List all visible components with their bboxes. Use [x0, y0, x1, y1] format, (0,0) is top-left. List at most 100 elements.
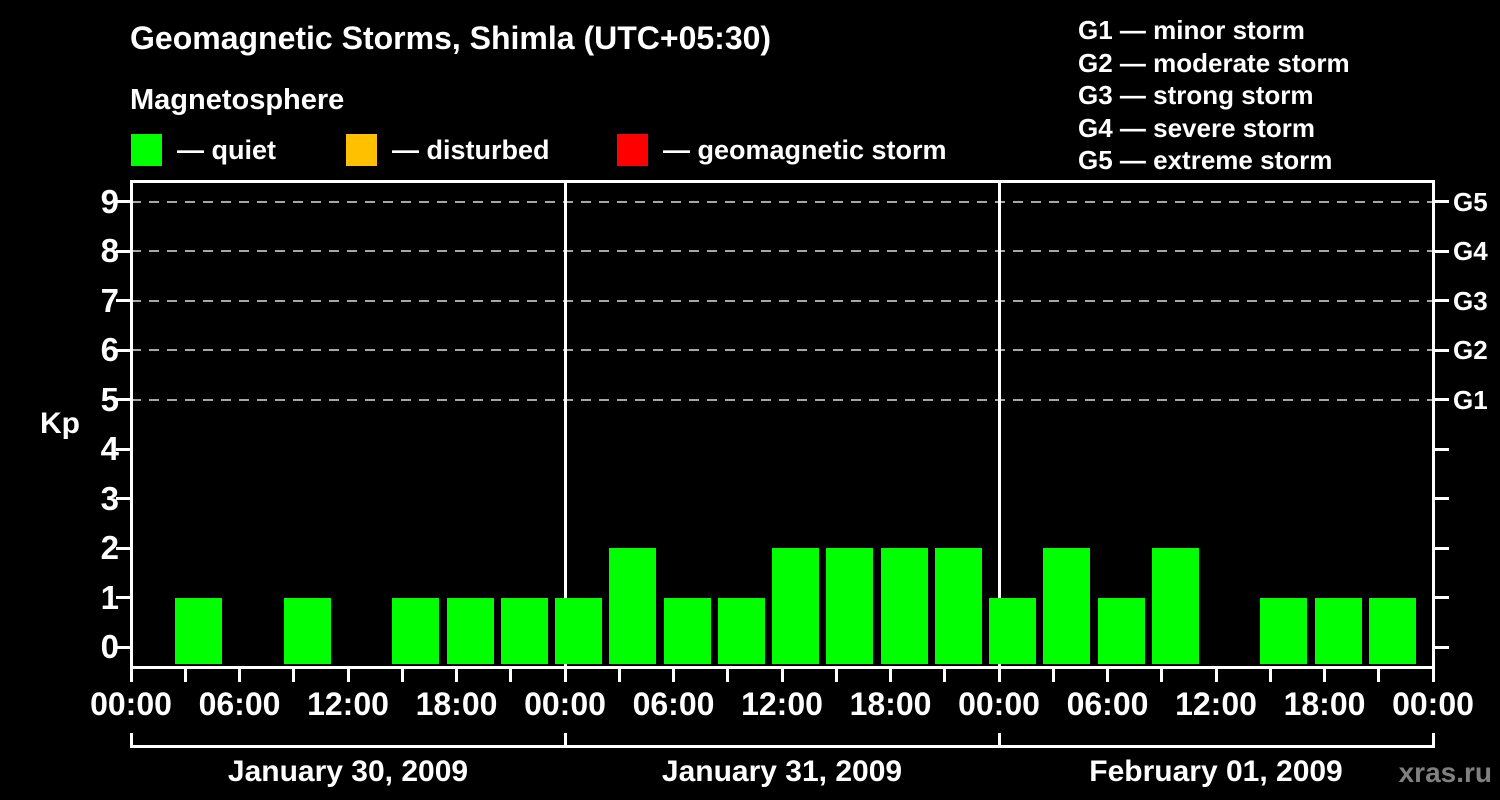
kp-bar — [663, 597, 711, 664]
y-tick-label: 5 — [100, 380, 119, 418]
kp-gridline — [131, 200, 1433, 203]
x-tick-label: 18:00 — [1283, 686, 1366, 722]
x-tick-label: 18:00 — [849, 686, 932, 722]
kp-bar — [1314, 597, 1362, 664]
x-axis-tick — [563, 668, 567, 682]
kp-bar — [1260, 597, 1308, 664]
kp-bar — [1097, 597, 1145, 664]
x-tick-label: 12:00 — [1175, 686, 1257, 722]
x-axis-tick — [238, 668, 241, 682]
kp-bar — [772, 548, 819, 664]
x-axis-tick — [129, 668, 133, 682]
y-tick-label: 2 — [100, 529, 119, 566]
date-bracket-tick — [1431, 733, 1435, 747]
legend-item-geomagnetic-storm: — geomagnetic storm — [617, 134, 947, 166]
x-tick-label: 06:00 — [1066, 686, 1149, 722]
y-axis-tick — [116, 497, 131, 500]
x-tick-label: 00:00 — [958, 686, 1040, 722]
g-scale-line: G3 — strong storm — [1078, 80, 1314, 110]
kp-bar — [717, 597, 765, 664]
x-tick-label: 00:00 — [524, 686, 606, 722]
x-axis-tick — [889, 668, 892, 682]
y-axis-tick — [116, 200, 131, 203]
kp-bar — [175, 597, 223, 664]
y-axis-tick — [1434, 299, 1449, 302]
y-tick-label: 7 — [100, 281, 119, 319]
day-divider-line — [563, 181, 567, 667]
x-tick-label: 12:00 — [741, 686, 823, 722]
watermark: xras.ru — [1398, 757, 1492, 788]
x-axis-tick — [292, 668, 296, 682]
y-axis-tick — [116, 596, 131, 599]
legend-item-quiet: — quiet — [131, 134, 276, 166]
kp-gridline — [131, 398, 1433, 401]
x-tick-label: 18:00 — [415, 686, 498, 722]
x-axis-tick — [997, 668, 1001, 682]
x-tick-label: 00:00 — [1392, 686, 1474, 722]
x-tick-label: 12:00 — [307, 686, 389, 722]
plot-frame — [130, 180, 1435, 669]
y-tick-label: 3 — [100, 479, 119, 517]
y-axis-tick — [116, 447, 131, 451]
y-axis-tick — [1434, 447, 1449, 451]
x-axis-tick — [509, 668, 513, 682]
x-axis-tick — [617, 668, 621, 682]
y-tick-label: 6 — [100, 331, 119, 368]
g-scale-legend: G1 — minor storm G2 — moderate storm G3 … — [1078, 14, 1350, 177]
x-axis-tick — [400, 668, 404, 682]
x-axis-tick — [943, 668, 947, 682]
g-level-label: G2 — [1453, 335, 1488, 365]
g-level-label: G3 — [1453, 285, 1488, 316]
x-axis-tick — [780, 668, 784, 682]
legend-item-disturbed: — disturbed — [346, 134, 550, 166]
x-axis-tick — [834, 668, 838, 682]
day-divider-line — [997, 181, 1001, 667]
x-axis-tick — [1051, 668, 1055, 682]
disturbed-color-swatch-icon — [346, 134, 377, 166]
x-axis-tick — [672, 668, 675, 682]
kp-bar — [1043, 548, 1091, 664]
kp-bar — [826, 548, 874, 664]
g-scale-line: G5 — extreme storm — [1078, 145, 1333, 175]
y-axis-tick — [116, 299, 131, 302]
date-bracket-tick — [563, 733, 567, 747]
date-bracket-tick — [997, 733, 1001, 747]
y-tick-label: 8 — [100, 232, 119, 269]
x-tick-label: 06:00 — [632, 686, 715, 722]
kp-gridline — [131, 250, 1433, 252]
g-scale-line: G4 — severe storm — [1078, 112, 1316, 143]
chart-subtitle: Magnetosphere — [130, 84, 345, 116]
y-tick-label: 0 — [100, 628, 119, 665]
y-tick-label: 9 — [100, 182, 119, 220]
y-axis-tick — [1434, 249, 1449, 253]
page-title: Geomagnetic Storms, Shimla (UTC+05:30) — [130, 20, 772, 56]
y-axis-tick — [116, 546, 131, 550]
y-axis-tick — [116, 249, 131, 253]
y-axis-tick — [116, 645, 131, 649]
g-scale-line: G2 — moderate storm — [1078, 47, 1350, 78]
x-axis-tick — [726, 668, 730, 682]
kp-gridline — [131, 349, 1433, 351]
x-axis-tick — [1214, 668, 1218, 682]
y-tick-label: 1 — [100, 578, 119, 616]
x-tick-label: 00:00 — [90, 686, 172, 722]
x-axis-tick — [1431, 668, 1435, 682]
g-level-label: G5 — [1453, 186, 1488, 217]
x-axis-tick — [1106, 668, 1109, 682]
kp-bar — [934, 548, 982, 664]
x-axis-tick — [183, 668, 187, 682]
y-tick-label: 4 — [100, 430, 119, 467]
legend-label: — geomagnetic storm — [663, 135, 947, 165]
y-axis-tick — [1434, 348, 1449, 352]
quiet-color-swatch-icon — [131, 134, 162, 166]
kp-bar — [392, 597, 440, 664]
y-axis-title: Kp — [40, 407, 80, 441]
g-level-label: G1 — [1453, 384, 1488, 415]
kp-bar — [283, 597, 331, 664]
date-label: January 31, 2009 — [661, 755, 903, 788]
legend-label: — disturbed — [392, 135, 550, 165]
kp-bar — [609, 548, 657, 664]
kp-bar — [1368, 597, 1416, 664]
